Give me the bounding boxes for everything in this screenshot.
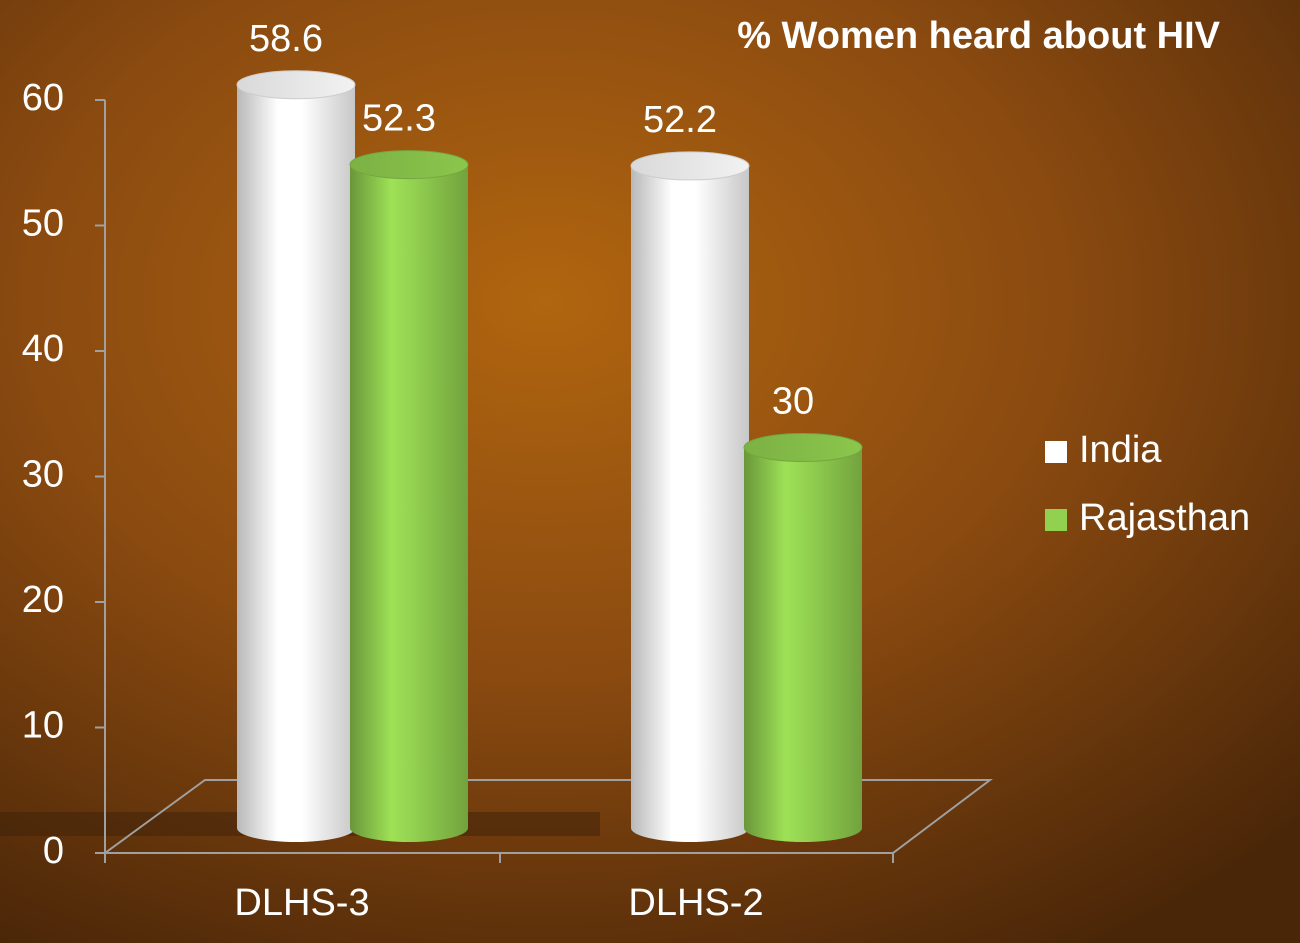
y-tick-label: 60 xyxy=(22,77,64,119)
legend-label: India xyxy=(1079,429,1162,471)
data-label: 52.2 xyxy=(643,99,717,141)
x-tick-label: DLHS-2 xyxy=(628,882,763,924)
y-tick-label: 20 xyxy=(22,579,64,621)
cylinder xyxy=(631,165,749,842)
chart-title: % Women heard about HIV xyxy=(737,15,1220,57)
x-tick-label: DLHS-3 xyxy=(234,882,369,924)
legend-swatch xyxy=(1045,441,1067,463)
legend-label: Rajasthan xyxy=(1079,497,1250,539)
cylinder-top xyxy=(630,151,750,181)
cylinder xyxy=(744,447,862,842)
cylinder xyxy=(350,164,468,842)
cylinder xyxy=(237,84,355,843)
y-tick-label: 50 xyxy=(22,203,64,245)
y-tick-label: 30 xyxy=(22,454,64,496)
legend-swatch xyxy=(1045,509,1067,531)
cylinder-top xyxy=(349,150,469,180)
y-tick-label: 40 xyxy=(22,328,64,370)
data-label: 52.3 xyxy=(362,98,436,140)
y-tick-label: 0 xyxy=(43,830,64,872)
cylinder-top xyxy=(236,70,356,100)
cylinder-top xyxy=(743,433,863,462)
y-tick-label: 10 xyxy=(22,705,64,747)
data-label: 30 xyxy=(772,381,814,423)
data-label: 58.6 xyxy=(249,18,323,60)
